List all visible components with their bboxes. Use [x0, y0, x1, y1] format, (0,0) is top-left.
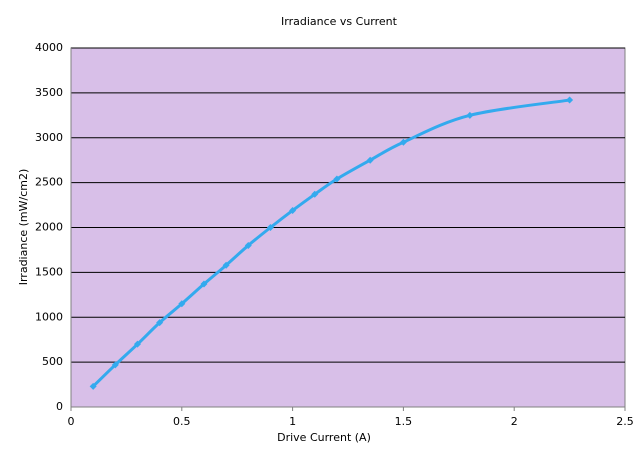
y-tick-label: 1500 — [35, 265, 63, 278]
marker — [311, 190, 319, 198]
marker — [333, 175, 341, 183]
marker — [244, 241, 252, 249]
x-tick-label: 1.5 — [395, 415, 413, 428]
marker — [399, 138, 407, 146]
marker — [466, 111, 474, 119]
y-tick-label: 3000 — [35, 131, 63, 144]
y-tick-label: 2500 — [35, 176, 63, 189]
marker — [178, 300, 186, 308]
x-axis-title: Drive Current (A) — [277, 431, 371, 444]
marker — [222, 261, 230, 269]
x-tick-label: 2.5 — [616, 415, 634, 428]
y-tick-label: 3500 — [35, 86, 63, 99]
x-tick-label: 0.5 — [173, 415, 191, 428]
series-line — [92, 98, 570, 388]
marker — [366, 156, 374, 164]
marker — [111, 361, 119, 369]
marker — [566, 96, 574, 104]
marker — [200, 280, 208, 288]
y-axis-title: Irradiance (mW/cm2) — [17, 169, 30, 286]
x-tick-label: 1 — [289, 415, 296, 428]
x-tick-label: 0 — [68, 415, 75, 428]
marker — [266, 224, 274, 231]
marker — [89, 382, 97, 390]
marker — [133, 340, 141, 348]
marker — [289, 206, 297, 214]
y-tick-label: 1000 — [35, 310, 63, 323]
y-tick-label: 4000 — [35, 41, 63, 54]
x-tick-label: 2 — [511, 415, 518, 428]
marker — [156, 319, 164, 327]
y-tick-label: 500 — [42, 355, 63, 368]
chart-title: Irradiance vs Current — [281, 15, 398, 28]
y-tick-label: 2000 — [35, 221, 63, 234]
y-tick-label: 0 — [56, 400, 63, 413]
